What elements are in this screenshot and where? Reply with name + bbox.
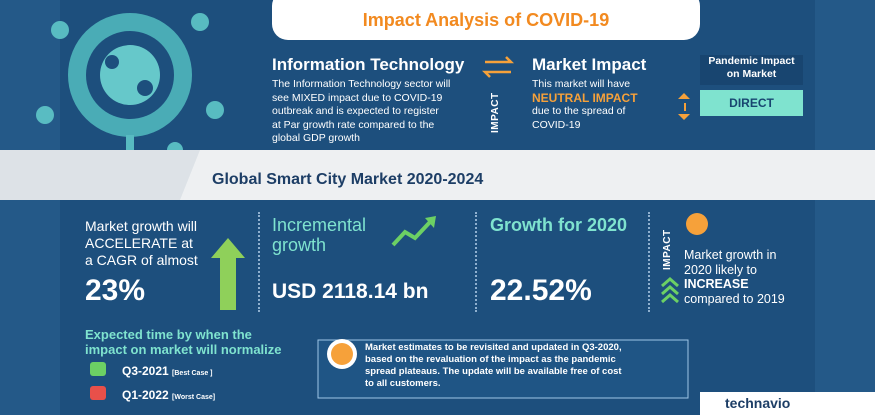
section-body: This market will have NEUTRAL IMPACT due t… (532, 78, 638, 132)
line: 2020 likely to (684, 262, 757, 277)
separator (648, 212, 650, 312)
line: at Par growth rate compared to the (272, 118, 435, 131)
section-title: Information Technology (272, 55, 465, 74)
line: compared to 2019 (684, 291, 785, 306)
highlight: INCREASE (684, 277, 749, 291)
line: based on the revaluation of the impact a… (365, 354, 616, 365)
line: Expected time by when the (85, 327, 252, 342)
line: due to the spread of (532, 105, 626, 117)
case: Q1-2022 [Worst Case] (122, 388, 215, 402)
line: see MIXED impact due to COVID-19 (272, 91, 443, 104)
separator (475, 212, 477, 312)
section-title: Market Impact (532, 55, 647, 74)
line: global GDP growth (272, 132, 360, 144)
impact-label: IMPACT (490, 92, 501, 133)
label-line: on Market (726, 68, 777, 80)
line: This market will have (532, 78, 631, 90)
note: Market estimates to be revisited and upd… (365, 342, 622, 390)
pandemic-value: DIRECT (700, 90, 803, 116)
growth-text: Market growth will ACCELERATE at a CAGR of… (85, 218, 198, 269)
pandemic-label: Pandemic Impact on Market (700, 55, 803, 85)
case: Q3-2021 [Best Case ] (122, 364, 213, 378)
stat-title: Growth for 2020 (490, 215, 628, 235)
section-body: The Information Technology sector will se… (272, 78, 450, 146)
line: Market growth in (684, 248, 777, 262)
line: Incremental (272, 215, 367, 235)
label-line: Pandemic Impact (708, 55, 795, 67)
line: to all customers. (365, 378, 441, 389)
case-period: Q1-2022 (122, 388, 169, 402)
impact-text: Market growth in 2020 likely to INCREASE co… (684, 248, 785, 306)
title: Impact Analysis of COVID-19 (362, 10, 610, 30)
line: spread plateaus. The update will be avai… (365, 366, 622, 377)
line: NEUTRAL IMPACT (532, 90, 638, 105)
stat-title: Incremental growth (272, 215, 366, 255)
impact-label: IMPACT (662, 229, 673, 270)
separator (258, 212, 260, 312)
line: Market estimates to be revisited and upd… (365, 342, 622, 353)
line: growth (272, 235, 327, 255)
line: ACCELERATE at (85, 235, 193, 251)
brand: technavio (725, 395, 791, 411)
growth-value: 23% (85, 274, 146, 307)
line: COVID-19 (532, 118, 581, 131)
line: outbreak and is expected to register (272, 105, 439, 117)
case-note: [Best Case ] (172, 370, 213, 377)
normalize-title: Expected time by when the impact on marke… (85, 327, 282, 357)
line: impact on market will normalize (85, 342, 282, 357)
case-note: [Worst Case] (172, 394, 216, 401)
market-title: Global Smart City Market 2020-2024 (212, 171, 484, 188)
line: Market growth will (85, 218, 198, 234)
line: a CAGR of almost (85, 252, 198, 268)
case-period: Q3-2021 (122, 364, 169, 378)
line: The Information Technology sector will (272, 78, 451, 90)
stat-value: USD 2118.14 bn (272, 280, 429, 303)
stat-value: 22.52% (490, 274, 592, 307)
